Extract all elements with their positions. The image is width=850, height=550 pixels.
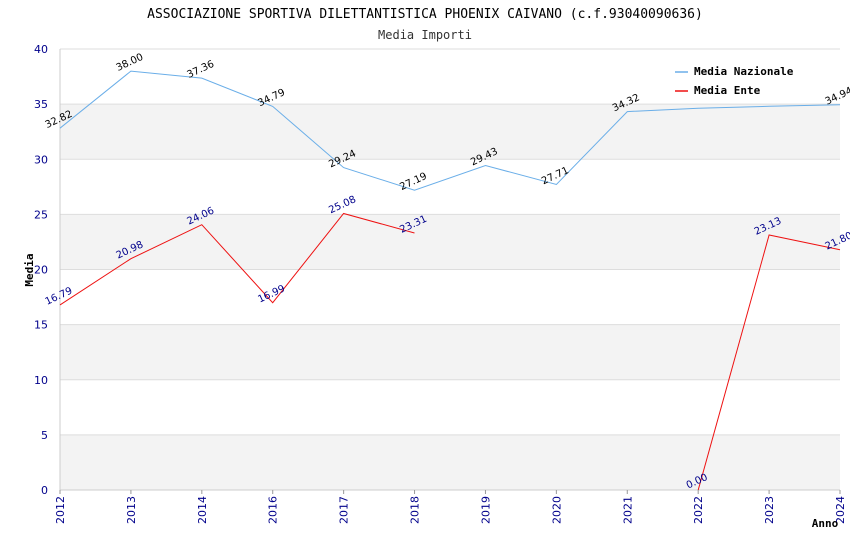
x-tick-label: 2014	[196, 496, 209, 524]
grid-band	[60, 324, 840, 380]
series-line-ente	[697, 234, 841, 491]
grid-band	[60, 269, 840, 325]
y-tick-label: 35	[34, 98, 48, 111]
series-line-ente	[59, 212, 415, 306]
x-tick-label: 2018	[409, 496, 422, 524]
x-tick-label: 2012	[54, 496, 67, 524]
x-tick-label: 2013	[125, 496, 138, 524]
legend-box	[670, 60, 810, 100]
y-tick-label: 10	[34, 374, 48, 387]
x-axis-label: Anno	[812, 517, 839, 530]
grid-band	[60, 159, 840, 215]
x-tick-label: 2019	[479, 496, 492, 524]
legend-label-nazionale: Media Nazionale	[694, 65, 794, 78]
y-tick-label: 20	[34, 264, 48, 277]
y-tick-label: 5	[41, 429, 48, 442]
grid-band	[60, 434, 840, 490]
x-tick-label: 2020	[550, 496, 563, 524]
y-tick-label: 40	[34, 43, 48, 56]
y-tick-label: 0	[41, 484, 48, 497]
grid-band	[60, 104, 840, 160]
chart-subtitle: Media Importi	[378, 28, 472, 42]
grid-band	[60, 379, 840, 435]
y-tick-label: 15	[34, 319, 48, 332]
y-axis-label: Media	[23, 253, 36, 286]
y-tick-label: 25	[34, 208, 48, 221]
legend-label-ente: Media Ente	[694, 84, 761, 97]
x-tick-label: 2023	[763, 496, 776, 524]
grid-band	[60, 214, 840, 270]
x-tick-label: 2021	[621, 496, 634, 524]
y-tick-label: 30	[34, 153, 48, 166]
x-tick-label: 2017	[338, 496, 351, 524]
x-tick-label: 2024	[834, 496, 847, 524]
legend: Media Nazionale Media Ente	[670, 60, 810, 100]
series-line-nazionale	[59, 70, 841, 191]
x-tick-label: 2022	[692, 496, 705, 524]
chart-title: ASSOCIAZIONE SPORTIVA DILETTANTISTICA PH…	[147, 7, 703, 22]
x-tick-label: 2016	[267, 496, 280, 524]
